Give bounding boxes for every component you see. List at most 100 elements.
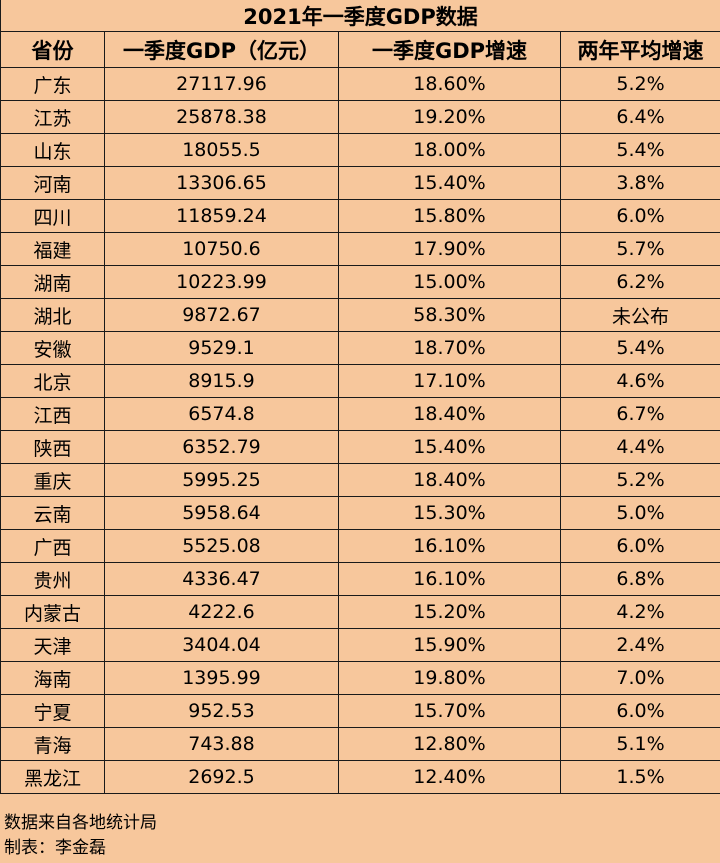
cell-two-year-avg: 5.0% (559, 496, 720, 530)
table-row: 天津 3404.04 15.90% 2.4% (0, 628, 720, 662)
cell-gdp-growth: 58.30% (338, 298, 561, 332)
cell-province: 重庆 (0, 463, 105, 497)
cell-two-year-avg: 2.4% (559, 628, 720, 662)
table-title: 2021年一季度GDP数据 (0, 0, 720, 32)
table-row: 河南 13306.65 15.40% 3.8% (0, 166, 720, 200)
cell-two-year-avg: 6.8% (559, 562, 720, 596)
table-row: 江苏 25878.38 19.20% 6.4% (0, 100, 720, 134)
table-row: 湖北 9872.67 58.30% 未公布 (0, 298, 720, 332)
table-row: 云南 5958.64 15.30% 5.0% (0, 496, 720, 530)
cell-province: 江苏 (0, 100, 105, 134)
cell-gdp-growth: 16.10% (338, 529, 561, 563)
cell-gdp-growth: 15.00% (338, 265, 561, 299)
cell-gdp-growth: 18.70% (338, 331, 561, 365)
cell-gdp-growth: 18.00% (338, 133, 561, 167)
cell-two-year-avg: 未公布 (559, 298, 720, 332)
table-row: 海南 1395.99 19.80% 7.0% (0, 661, 720, 695)
cell-province: 山东 (0, 133, 105, 167)
cell-province: 广东 (0, 67, 105, 101)
cell-two-year-avg: 6.0% (559, 199, 720, 233)
cell-two-year-avg: 5.7% (559, 232, 720, 266)
cell-gdp-growth: 15.40% (338, 166, 561, 200)
table-row: 青海 743.88 12.80% 5.1% (0, 727, 720, 761)
cell-gdp-growth: 17.10% (338, 364, 561, 398)
table-row: 陕西 6352.79 15.40% 4.4% (0, 430, 720, 464)
table-row: 宁夏 952.53 15.70% 6.0% (0, 694, 720, 728)
gdp-table: 2021年一季度GDP数据 省份 一季度GDP（亿元） 一季度GDP增速 两年平… (0, 0, 720, 794)
cell-province: 内蒙古 (0, 595, 105, 629)
cell-two-year-avg: 4.2% (559, 595, 720, 629)
table-row: 安徽 9529.1 18.70% 5.4% (0, 331, 720, 365)
cell-two-year-avg: 3.8% (559, 166, 720, 200)
cell-gdp: 952.53 (104, 694, 339, 728)
cell-gdp: 25878.38 (104, 100, 339, 134)
cell-province: 陕西 (0, 430, 105, 464)
cell-two-year-avg: 5.1% (559, 727, 720, 761)
cell-gdp-growth: 15.90% (338, 628, 561, 662)
cell-province: 安徽 (0, 331, 105, 365)
cell-gdp: 10750.6 (104, 232, 339, 266)
table-row: 重庆 5995.25 18.40% 5.2% (0, 463, 720, 497)
cell-gdp: 9872.67 (104, 298, 339, 332)
cell-two-year-avg: 5.2% (559, 67, 720, 101)
cell-gdp: 27117.96 (104, 67, 339, 101)
cell-gdp-growth: 18.40% (338, 397, 561, 431)
cell-two-year-avg: 1.5% (559, 760, 720, 794)
header-province: 省份 (0, 31, 105, 68)
cell-province: 河南 (0, 166, 105, 200)
cell-two-year-avg: 5.4% (559, 331, 720, 365)
cell-gdp-growth: 15.20% (338, 595, 561, 629)
table-row: 内蒙古 4222.6 15.20% 4.2% (0, 595, 720, 629)
cell-gdp: 5958.64 (104, 496, 339, 530)
table-row: 福建 10750.6 17.90% 5.7% (0, 232, 720, 266)
cell-province: 海南 (0, 661, 105, 695)
cell-gdp: 18055.5 (104, 133, 339, 167)
table-row: 贵州 4336.47 16.10% 6.8% (0, 562, 720, 596)
cell-gdp: 5525.08 (104, 529, 339, 563)
cell-two-year-avg: 7.0% (559, 661, 720, 695)
table-header-row: 省份 一季度GDP（亿元） 一季度GDP增速 两年平均增速 (0, 31, 720, 68)
cell-province: 黑龙江 (0, 760, 105, 794)
cell-gdp-growth: 15.80% (338, 199, 561, 233)
cell-two-year-avg: 5.4% (559, 133, 720, 167)
table-row: 黑龙江 2692.5 12.40% 1.5% (0, 760, 720, 794)
data-source-note: 数据来自各地统计局 (4, 813, 157, 833)
table-row: 广西 5525.08 16.10% 6.0% (0, 529, 720, 563)
table-title-row: 2021年一季度GDP数据 (0, 0, 720, 32)
cell-two-year-avg: 6.7% (559, 397, 720, 431)
cell-province: 四川 (0, 199, 105, 233)
cell-gdp: 6574.8 (104, 397, 339, 431)
cell-gdp: 4336.47 (104, 562, 339, 596)
cell-gdp: 5995.25 (104, 463, 339, 497)
cell-gdp-growth: 19.20% (338, 100, 561, 134)
cell-gdp: 6352.79 (104, 430, 339, 464)
table-row: 北京 8915.9 17.10% 4.6% (0, 364, 720, 398)
cell-gdp-growth: 18.60% (338, 67, 561, 101)
cell-two-year-avg: 4.4% (559, 430, 720, 464)
cell-gdp: 743.88 (104, 727, 339, 761)
cell-gdp: 2692.5 (104, 760, 339, 794)
cell-gdp: 11859.24 (104, 199, 339, 233)
header-gdp-growth: 一季度GDP增速 (338, 31, 561, 68)
cell-gdp: 4222.6 (104, 595, 339, 629)
table-row: 四川 11859.24 15.80% 6.0% (0, 199, 720, 233)
cell-province: 湖北 (0, 298, 105, 332)
cell-gdp: 1395.99 (104, 661, 339, 695)
cell-province: 福建 (0, 232, 105, 266)
cell-province: 广西 (0, 529, 105, 563)
cell-gdp: 10223.99 (104, 265, 339, 299)
cell-two-year-avg: 6.0% (559, 529, 720, 563)
header-gdp: 一季度GDP（亿元） (104, 31, 339, 68)
cell-province: 青海 (0, 727, 105, 761)
cell-two-year-avg: 4.6% (559, 364, 720, 398)
cell-gdp: 8915.9 (104, 364, 339, 398)
cell-gdp-growth: 15.40% (338, 430, 561, 464)
cell-two-year-avg: 6.0% (559, 694, 720, 728)
cell-gdp-growth: 17.90% (338, 232, 561, 266)
cell-gdp: 3404.04 (104, 628, 339, 662)
cell-two-year-avg: 6.4% (559, 100, 720, 134)
cell-province: 云南 (0, 496, 105, 530)
table-row: 江西 6574.8 18.40% 6.7% (0, 397, 720, 431)
cell-province: 天津 (0, 628, 105, 662)
